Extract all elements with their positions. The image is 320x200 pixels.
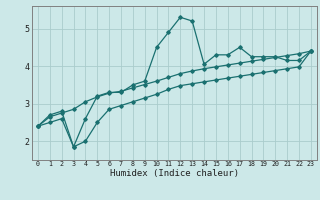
X-axis label: Humidex (Indice chaleur): Humidex (Indice chaleur)	[110, 169, 239, 178]
